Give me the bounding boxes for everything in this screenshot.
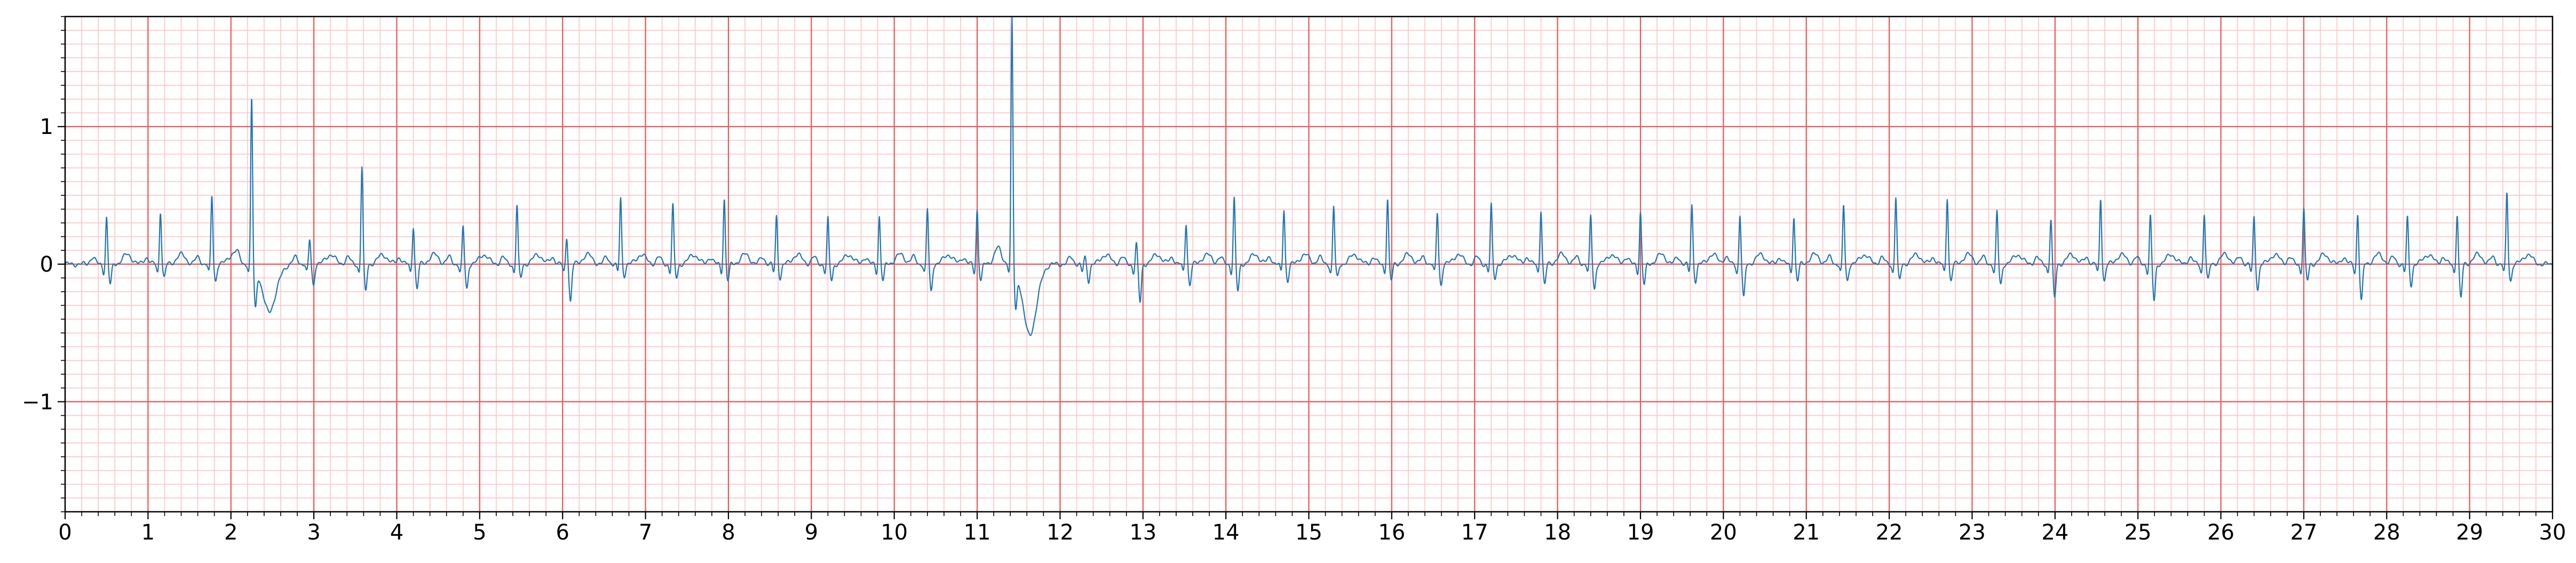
x-tick-label: 17 — [1461, 520, 1488, 545]
x-tick-label: 26 — [2207, 520, 2234, 545]
x-tick-label: 16 — [1378, 520, 1405, 545]
x-tick-label: 2 — [224, 520, 237, 545]
x-tick-label: 24 — [2041, 520, 2068, 545]
x-tick-label: 3 — [307, 520, 320, 545]
x-tick-label: 7 — [639, 520, 652, 545]
y-tick-label: 1 — [40, 115, 53, 139]
ecg-trace — [65, 15, 2553, 336]
x-axis: 0 1 2 3 4 5 6 7 8 9 10 11 12 13 14 15 16 17 18 19 20 21 22 23 24… — [58, 512, 2566, 545]
x-tick-label: 19 — [1627, 520, 1654, 545]
x-tick-label: 9 — [805, 520, 818, 545]
x-tick-label: 12 — [1047, 520, 1074, 545]
x-tick-label: 18 — [1544, 520, 1571, 545]
y-tick-label: −1 — [22, 390, 53, 415]
x-tick-label: 5 — [473, 520, 486, 545]
x-tick-label: 14 — [1212, 520, 1240, 545]
x-tick-label: 23 — [1959, 520, 1986, 545]
x-tick-label: 27 — [2290, 520, 2317, 545]
x-tick-label: 21 — [1793, 520, 1820, 545]
x-tick-label: 30 — [2539, 520, 2566, 545]
x-tick-label: 4 — [390, 520, 403, 545]
x-tick-label: 29 — [2456, 520, 2483, 545]
x-tick-label: 28 — [2373, 520, 2400, 545]
x-tick-label: 1 — [141, 520, 155, 545]
x-tick-label: 6 — [556, 520, 569, 545]
x-tick-label: 15 — [1295, 520, 1322, 545]
y-tick-label: 0 — [40, 252, 53, 277]
x-tick-label: 0 — [58, 520, 72, 545]
x-tick-label: 8 — [722, 520, 735, 545]
y-axis: 1 0 −1 — [22, 16, 65, 512]
x-tick-label: 13 — [1129, 520, 1156, 545]
x-tick-label: 11 — [964, 520, 991, 545]
x-tick-label: 25 — [2125, 520, 2152, 545]
x-tick-label: 20 — [1710, 520, 1737, 545]
x-tick-label: 22 — [1876, 520, 1903, 545]
x-tick-label: 10 — [881, 520, 908, 545]
